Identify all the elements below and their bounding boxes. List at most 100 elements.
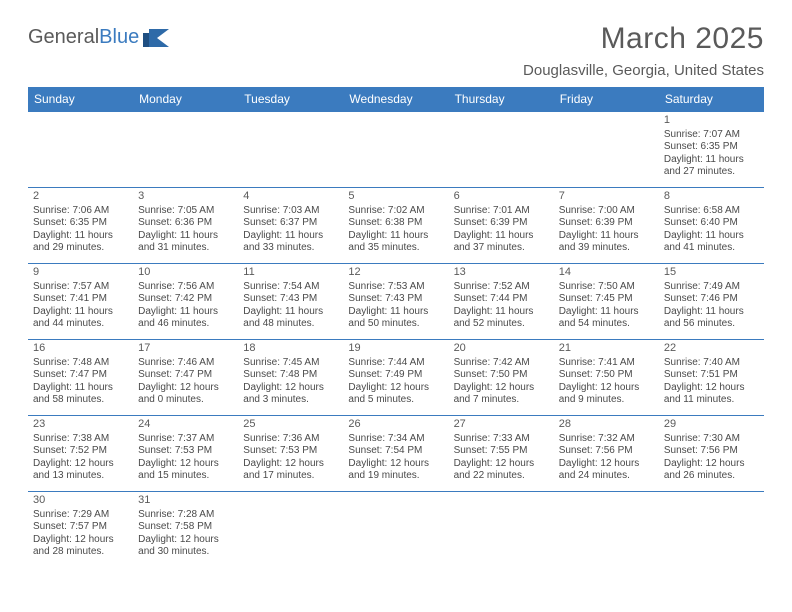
cell-line: and 56 minutes. (664, 318, 759, 331)
calendar-cell: 1Sunrise: 7:07 AMSunset: 6:35 PMDaylight… (659, 112, 764, 188)
cell-line: Sunset: 7:47 PM (138, 369, 233, 382)
day-number: 30 (33, 494, 128, 508)
cell-line: Sunrise: 7:40 AM (664, 357, 759, 370)
cell-line: Sunset: 7:56 PM (664, 445, 759, 458)
calendar-cell-empty (343, 492, 448, 568)
calendar-cell: 6Sunrise: 7:01 AMSunset: 6:39 PMDaylight… (449, 188, 554, 264)
cell-line: Sunrise: 7:50 AM (559, 281, 654, 294)
day-header: Sunday (28, 87, 133, 112)
calendar-cell-empty (28, 112, 133, 188)
cell-line: Daylight: 12 hours (243, 458, 338, 471)
cell-line: Sunrise: 7:38 AM (33, 433, 128, 446)
cell-line: Sunset: 6:36 PM (138, 217, 233, 230)
cell-line: Daylight: 11 hours (559, 306, 654, 319)
calendar-cell: 28Sunrise: 7:32 AMSunset: 7:56 PMDayligh… (554, 416, 659, 492)
calendar-cell: 17Sunrise: 7:46 AMSunset: 7:47 PMDayligh… (133, 340, 238, 416)
cell-line: Sunrise: 7:45 AM (243, 357, 338, 370)
day-number: 9 (33, 266, 128, 280)
cell-line: Sunrise: 7:46 AM (138, 357, 233, 370)
cell-line: Sunset: 7:49 PM (348, 369, 443, 382)
calendar-cell-empty (343, 112, 448, 188)
calendar-cell: 11Sunrise: 7:54 AMSunset: 7:43 PMDayligh… (238, 264, 343, 340)
cell-line: Sunset: 7:43 PM (348, 293, 443, 306)
cell-line: and 58 minutes. (33, 394, 128, 407)
cell-line: Sunrise: 7:29 AM (33, 509, 128, 522)
cell-line: Sunset: 7:48 PM (243, 369, 338, 382)
cell-line: and 30 minutes. (138, 546, 233, 559)
day-number: 22 (664, 342, 759, 356)
cell-line: and 31 minutes. (138, 242, 233, 255)
month-title: March 2025 (523, 22, 764, 56)
cell-line: Sunrise: 7:02 AM (348, 205, 443, 218)
cell-line: Sunset: 7:42 PM (138, 293, 233, 306)
cell-line: and 29 minutes. (33, 242, 128, 255)
cell-line: Daylight: 12 hours (348, 458, 443, 471)
cell-line: Sunset: 7:57 PM (33, 521, 128, 534)
cell-line: and 24 minutes. (559, 470, 654, 483)
cell-line: Daylight: 11 hours (33, 306, 128, 319)
cell-line: Daylight: 11 hours (33, 230, 128, 243)
day-header-row: SundayMondayTuesdayWednesdayThursdayFrid… (28, 87, 764, 112)
calendar-cell: 30Sunrise: 7:29 AMSunset: 7:57 PMDayligh… (28, 492, 133, 568)
day-number: 16 (33, 342, 128, 356)
day-number: 10 (138, 266, 233, 280)
cell-line: Daylight: 12 hours (138, 534, 233, 547)
calendar-cell-empty (449, 492, 554, 568)
cell-line: Sunrise: 7:57 AM (33, 281, 128, 294)
cell-line: and 27 minutes. (664, 166, 759, 179)
cell-line: Daylight: 12 hours (243, 382, 338, 395)
calendar-cell-empty (238, 492, 343, 568)
cell-line: and 50 minutes. (348, 318, 443, 331)
cell-line: Sunrise: 7:53 AM (348, 281, 443, 294)
cell-line: Sunset: 7:47 PM (33, 369, 128, 382)
cell-line: and 52 minutes. (454, 318, 549, 331)
cell-line: Daylight: 11 hours (664, 306, 759, 319)
cell-line: and 15 minutes. (138, 470, 233, 483)
calendar-cell: 12Sunrise: 7:53 AMSunset: 7:43 PMDayligh… (343, 264, 448, 340)
cell-line: Daylight: 12 hours (559, 382, 654, 395)
cell-line: and 0 minutes. (138, 394, 233, 407)
calendar-cell: 4Sunrise: 7:03 AMSunset: 6:37 PMDaylight… (238, 188, 343, 264)
calendar-cell: 23Sunrise: 7:38 AMSunset: 7:52 PMDayligh… (28, 416, 133, 492)
cell-line: and 35 minutes. (348, 242, 443, 255)
cell-line: Daylight: 11 hours (138, 306, 233, 319)
day-header: Friday (554, 87, 659, 112)
cell-line: and 41 minutes. (664, 242, 759, 255)
day-number: 15 (664, 266, 759, 280)
cell-line: Sunrise: 6:58 AM (664, 205, 759, 218)
calendar-cell: 10Sunrise: 7:56 AMSunset: 7:42 PMDayligh… (133, 264, 238, 340)
calendar-cell-empty (659, 492, 764, 568)
calendar-cell: 24Sunrise: 7:37 AMSunset: 7:53 PMDayligh… (133, 416, 238, 492)
cell-line: Sunrise: 7:07 AM (664, 129, 759, 142)
cell-line: Sunset: 7:52 PM (33, 445, 128, 458)
calendar-cell: 14Sunrise: 7:50 AMSunset: 7:45 PMDayligh… (554, 264, 659, 340)
calendar-cell: 16Sunrise: 7:48 AMSunset: 7:47 PMDayligh… (28, 340, 133, 416)
cell-line: and 7 minutes. (454, 394, 549, 407)
cell-line: Sunset: 7:53 PM (138, 445, 233, 458)
calendar-cell: 20Sunrise: 7:42 AMSunset: 7:50 PMDayligh… (449, 340, 554, 416)
day-number: 4 (243, 190, 338, 204)
calendar-row: 16Sunrise: 7:48 AMSunset: 7:47 PMDayligh… (28, 340, 764, 416)
cell-line: Daylight: 12 hours (664, 458, 759, 471)
day-number: 26 (348, 418, 443, 432)
calendar-cell: 21Sunrise: 7:41 AMSunset: 7:50 PMDayligh… (554, 340, 659, 416)
calendar-cell: 8Sunrise: 6:58 AMSunset: 6:40 PMDaylight… (659, 188, 764, 264)
cell-line: Daylight: 11 hours (664, 230, 759, 243)
cell-line: Sunset: 7:43 PM (243, 293, 338, 306)
day-number: 13 (454, 266, 549, 280)
cell-line: Sunrise: 7:42 AM (454, 357, 549, 370)
calendar-cell: 13Sunrise: 7:52 AMSunset: 7:44 PMDayligh… (449, 264, 554, 340)
cell-line: Daylight: 12 hours (454, 458, 549, 471)
title-block: March 2025 Douglasville, Georgia, United… (523, 22, 764, 79)
day-number: 12 (348, 266, 443, 280)
day-number: 19 (348, 342, 443, 356)
cell-line: Sunset: 7:56 PM (559, 445, 654, 458)
day-number: 5 (348, 190, 443, 204)
cell-line: Daylight: 11 hours (664, 154, 759, 167)
calendar-cell-empty (133, 112, 238, 188)
day-number: 18 (243, 342, 338, 356)
calendar-row: 1Sunrise: 7:07 AMSunset: 6:35 PMDaylight… (28, 112, 764, 188)
cell-line: Daylight: 12 hours (138, 382, 233, 395)
cell-line: Sunset: 7:45 PM (559, 293, 654, 306)
cell-line: Daylight: 11 hours (454, 230, 549, 243)
